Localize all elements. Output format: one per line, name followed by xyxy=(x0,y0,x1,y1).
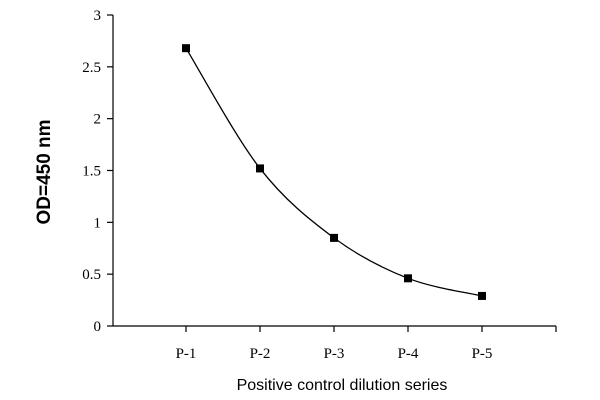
series-line xyxy=(185,47,483,297)
data-point xyxy=(478,291,486,300)
y-axis-title: OD=450 nm xyxy=(34,119,55,224)
data-points xyxy=(182,44,486,300)
y-tick-label: 1 xyxy=(94,215,102,231)
x-tick-label: P-4 xyxy=(398,346,419,362)
x-axis-title: Positive control dilution series xyxy=(237,377,448,394)
x-tick-label: P-5 xyxy=(472,346,493,362)
y-tick-label: 3 xyxy=(94,8,102,24)
x-tick-label: P-1 xyxy=(176,346,197,362)
data-point xyxy=(256,164,264,173)
y-tick-label: 2.5 xyxy=(82,60,101,76)
x-axis-ticks: P-1 P-2 P-3 P-4 P-5 xyxy=(176,326,557,362)
y-tick-label: 0 xyxy=(94,319,102,335)
y-axis-ticks: 0 0.5 1 1.5 2 2.5 3 xyxy=(82,8,113,335)
data-point xyxy=(404,274,412,283)
data-point xyxy=(182,44,190,53)
y-tick-label: 0.5 xyxy=(82,267,101,283)
y-tick-label: 2 xyxy=(94,112,102,128)
x-tick-label: P-3 xyxy=(324,346,345,362)
x-tick-label: P-2 xyxy=(250,346,271,362)
y-tick-label: 1.5 xyxy=(82,164,101,180)
data-point xyxy=(330,233,338,242)
